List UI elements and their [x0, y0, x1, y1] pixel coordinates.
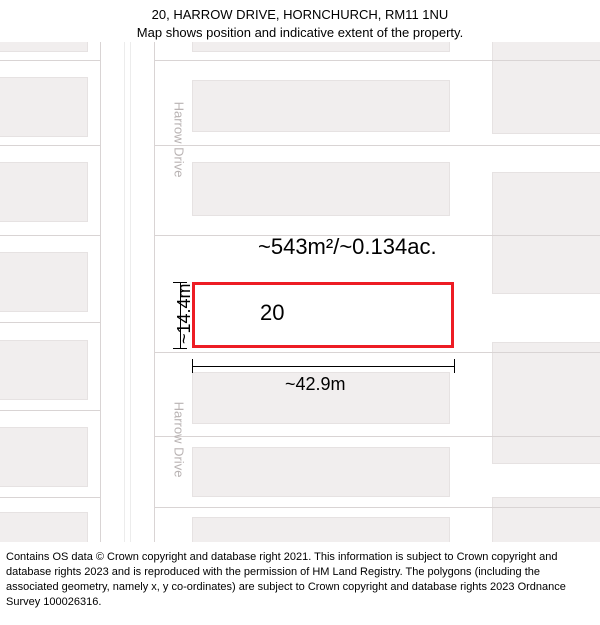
building-right-2 — [192, 162, 450, 216]
road-edge-left — [100, 42, 101, 542]
building-left-6 — [0, 512, 88, 542]
building-right-1 — [192, 80, 450, 132]
building-right-4 — [192, 447, 450, 497]
height-dim-label: ~14.4m — [174, 283, 195, 344]
width-dim-label: ~42.9m — [285, 374, 346, 395]
building-left-3 — [0, 252, 88, 312]
building-farright-1 — [492, 172, 600, 294]
plot-line-right-4 — [154, 436, 600, 437]
property-map: Harrow Drive Harrow Drive 20 ~543m²/~0.134a… — [0, 42, 600, 542]
road-centre-a — [124, 42, 125, 542]
width-dim-tick-r — [454, 359, 455, 373]
width-dim-tick-l — [192, 359, 193, 373]
building-right-0 — [192, 42, 450, 52]
road-edge-right — [154, 42, 155, 542]
building-right-5 — [192, 517, 450, 542]
building-left-2 — [0, 162, 88, 222]
road-label-top: Harrow Drive — [171, 102, 186, 178]
building-left-4 — [0, 340, 88, 400]
page-title: 20, HARROW DRIVE, HORNCHURCH, RM11 1NU — [10, 6, 590, 24]
area-label: ~543m²/~0.134ac. — [258, 234, 437, 260]
plot-line-left-1 — [0, 145, 100, 146]
building-farright-0 — [492, 42, 600, 134]
building-left-1 — [0, 77, 88, 137]
highlighted-property — [192, 282, 454, 348]
copyright-footer: Contains OS data © Crown copyright and d… — [0, 548, 600, 611]
height-dim-tick-b — [173, 348, 187, 349]
plot-line-left-4 — [0, 410, 100, 411]
building-farright-3 — [492, 497, 600, 542]
plot-line-right-1 — [154, 145, 600, 146]
plot-line-right-3 — [154, 352, 600, 353]
width-dim-line — [192, 366, 454, 367]
property-number: 20 — [260, 300, 284, 326]
plot-line-right-0 — [154, 60, 600, 61]
building-left-5 — [0, 427, 88, 487]
plot-line-left-0 — [0, 60, 100, 61]
building-left-0 — [0, 42, 88, 52]
road-centre-b — [130, 42, 131, 542]
plot-line-left-3 — [0, 322, 100, 323]
road-label-bottom: Harrow Drive — [171, 402, 186, 478]
page-subtitle: Map shows position and indicative extent… — [10, 24, 590, 42]
building-farright-2 — [492, 342, 600, 464]
plot-line-right-5 — [154, 507, 600, 508]
plot-line-left-2 — [0, 235, 100, 236]
plot-line-left-5 — [0, 497, 100, 498]
